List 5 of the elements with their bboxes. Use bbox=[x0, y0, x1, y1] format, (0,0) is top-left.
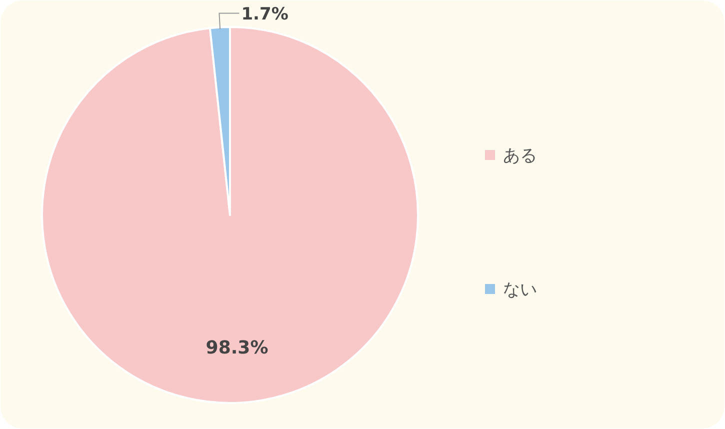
legend-label: ない bbox=[503, 280, 537, 300]
pie-slice bbox=[41, 26, 419, 404]
legend-label: ある bbox=[503, 146, 537, 166]
data-label: 1.7% bbox=[241, 4, 288, 24]
data-label: 98.3% bbox=[206, 337, 268, 358]
